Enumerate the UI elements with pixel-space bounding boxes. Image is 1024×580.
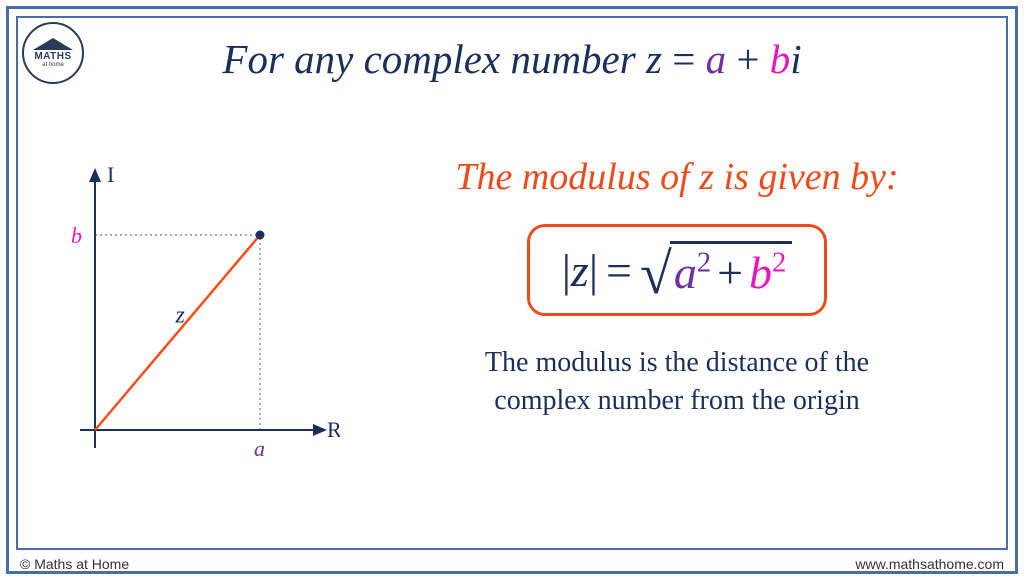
right-pane: The modulus of z is given by: |z| = √ a2… bbox=[360, 155, 994, 420]
formula-box: |z| = √ a2+b2 bbox=[527, 224, 828, 316]
subtitle: The modulus is the distance of the compl… bbox=[360, 344, 994, 420]
headline-b: b bbox=[770, 36, 791, 82]
svg-text:I: I bbox=[107, 162, 114, 187]
svg-text:z: z bbox=[175, 303, 186, 329]
headline: For any complex number z = a + bi bbox=[0, 35, 1024, 83]
headline-z: z bbox=[646, 36, 662, 82]
svg-text:R: R bbox=[327, 417, 340, 442]
modulus-title-pre: The modulus of bbox=[455, 156, 699, 198]
headline-i: i bbox=[790, 36, 801, 82]
formula-z: z bbox=[571, 244, 589, 297]
argand-diagram: I Rb a z bbox=[40, 160, 340, 480]
headline-a: a bbox=[706, 36, 727, 82]
formula-bar-open: | bbox=[562, 244, 571, 297]
subtitle-line1: The modulus is the distance of the bbox=[485, 347, 869, 378]
sqrt-icon: √ bbox=[640, 254, 672, 295]
sqrt-body: a2+b2 bbox=[670, 241, 792, 299]
formula-eq: = bbox=[606, 244, 632, 297]
formula-plus: + bbox=[717, 247, 743, 298]
svg-text:a: a bbox=[254, 436, 265, 461]
subtitle-line2: complex number from the origin bbox=[494, 385, 859, 416]
sqrt-wrap: √ a2+b2 bbox=[640, 241, 792, 299]
footer-copyright: © Maths at Home bbox=[20, 556, 129, 572]
headline-prefix: For any complex number bbox=[222, 36, 646, 82]
diagram-svg: I Rb a z bbox=[40, 160, 340, 480]
formula: |z| = √ a2+b2 bbox=[562, 241, 793, 299]
headline-plus: + bbox=[726, 36, 770, 82]
formula-bar-close: | bbox=[589, 244, 598, 297]
formula-a: a2 bbox=[674, 247, 711, 298]
footer-url: www.mathsathome.com bbox=[855, 556, 1004, 572]
svg-text:b: b bbox=[71, 223, 82, 248]
modulus-title-post: is given by: bbox=[714, 156, 899, 198]
modulus-title: The modulus of z is given by: bbox=[360, 155, 994, 199]
modulus-title-z: z bbox=[699, 156, 714, 198]
formula-b: b2 bbox=[749, 247, 786, 298]
headline-eq: = bbox=[662, 36, 706, 82]
